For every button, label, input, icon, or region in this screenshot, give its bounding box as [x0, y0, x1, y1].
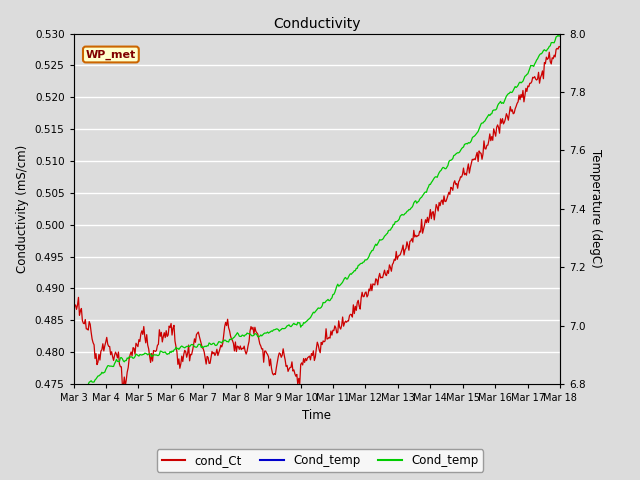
Y-axis label: Conductivity (mS/cm): Conductivity (mS/cm): [16, 144, 29, 273]
X-axis label: Time: Time: [302, 408, 332, 421]
Y-axis label: Temperature (degC): Temperature (degC): [589, 149, 602, 268]
Title: Conductivity: Conductivity: [273, 17, 360, 31]
Legend: cond_Ct, Cond_temp, Cond_temp: cond_Ct, Cond_temp, Cond_temp: [157, 449, 483, 472]
Text: WP_met: WP_met: [86, 49, 136, 60]
